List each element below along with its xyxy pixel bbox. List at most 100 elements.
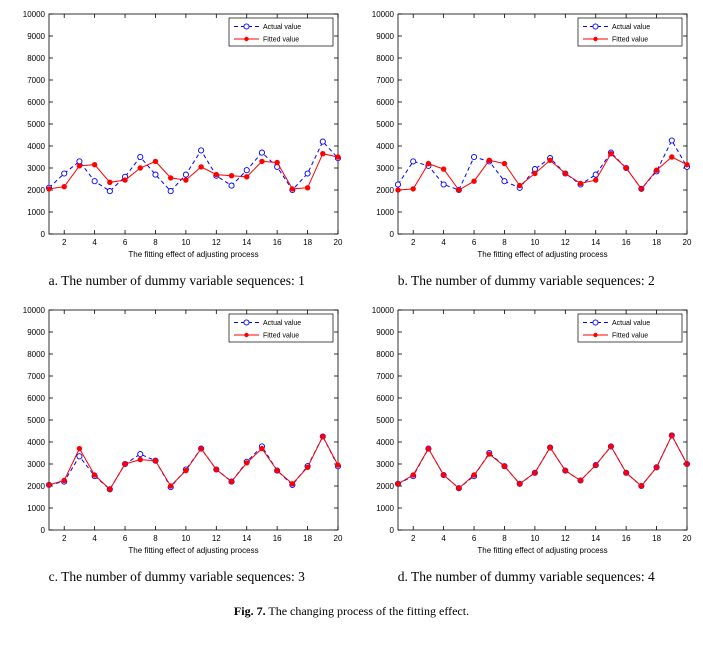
svg-text:12: 12 [561,534,570,543]
subcaption-c: c. The number of dummy variable sequence… [48,569,305,585]
svg-text:Actual value: Actual value [612,24,650,31]
svg-text:7000: 7000 [376,76,394,85]
svg-text:The fitting effect of adjustin: The fitting effect of adjusting process [478,546,608,555]
svg-text:The fitting effect of adjustin: The fitting effect of adjusting process [478,250,608,259]
svg-text:10: 10 [531,238,540,247]
svg-text:6: 6 [123,238,128,247]
svg-text:6000: 6000 [376,394,394,403]
svg-text:0: 0 [40,230,45,239]
svg-text:4000: 4000 [27,142,45,151]
svg-text:3000: 3000 [27,460,45,469]
svg-text:4: 4 [442,238,447,247]
svg-text:10000: 10000 [23,10,46,19]
figure-label: Fig. 7. [233,604,266,619]
svg-text:8000: 8000 [27,54,45,63]
svg-text:4000: 4000 [376,142,394,151]
svg-text:Actual value: Actual value [263,320,301,327]
svg-text:18: 18 [303,238,312,247]
svg-text:1000: 1000 [27,208,45,217]
svg-text:10000: 10000 [23,306,46,315]
svg-text:8000: 8000 [376,54,394,63]
svg-text:20: 20 [683,238,692,247]
svg-text:8000: 8000 [376,350,394,359]
figure-caption-text: The changing process of the fitting effe… [268,604,470,619]
svg-text:5000: 5000 [27,416,45,425]
svg-text:16: 16 [272,534,281,543]
svg-text:6: 6 [472,238,477,247]
svg-text:20: 20 [683,534,692,543]
svg-text:8: 8 [502,534,507,543]
svg-text:8: 8 [502,238,507,247]
svg-text:0: 0 [390,230,395,239]
svg-text:8000: 8000 [27,350,45,359]
svg-text:2: 2 [411,534,416,543]
svg-text:6000: 6000 [27,394,45,403]
svg-text:1000: 1000 [27,504,45,513]
svg-text:Fitted value: Fitted value [612,37,648,44]
svg-text:Fitted value: Fitted value [263,37,299,44]
svg-text:4: 4 [92,534,97,543]
svg-text:16: 16 [622,238,631,247]
svg-text:9000: 9000 [27,32,45,41]
svg-text:8: 8 [153,534,158,543]
charts-grid: 0 1000 2000 3000 4000 5000 6000 7000 8000 9000 100… [5,8,698,600]
chart-d: 0 1000 2000 3000 4000 5000 6000 7000 8000 9000 100… [372,306,692,555]
svg-text:2: 2 [62,534,67,543]
svg-text:14: 14 [242,534,251,543]
svg-text:4: 4 [92,238,97,247]
svg-text:10000: 10000 [372,10,395,19]
subcaption-d: d. The number of dummy variable sequence… [397,569,655,585]
svg-text:5000: 5000 [376,416,394,425]
svg-text:12: 12 [212,534,221,543]
svg-text:4000: 4000 [376,438,394,447]
svg-text:14: 14 [592,534,601,543]
svg-text:0: 0 [40,526,45,535]
svg-text:7000: 7000 [27,372,45,381]
svg-text:9000: 9000 [27,328,45,337]
svg-text:18: 18 [652,534,661,543]
chart-cell-a: 0 1000 2000 3000 4000 5000 6000 7000 8000 9000 100… [5,8,349,304]
svg-text:0: 0 [390,526,395,535]
svg-text:2: 2 [411,238,416,247]
svg-text:3000: 3000 [376,460,394,469]
svg-text:10000: 10000 [372,306,395,315]
svg-text:Fitted value: Fitted value [263,333,299,340]
svg-text:2000: 2000 [27,482,45,491]
svg-text:3000: 3000 [27,164,45,173]
svg-text:2000: 2000 [376,186,394,195]
svg-text:16: 16 [622,534,631,543]
svg-text:10: 10 [181,238,190,247]
svg-text:18: 18 [652,238,661,247]
svg-text:2000: 2000 [376,482,394,491]
svg-text:18: 18 [303,534,312,543]
svg-text:Actual value: Actual value [612,320,650,327]
svg-text:7000: 7000 [376,372,394,381]
svg-text:14: 14 [242,238,251,247]
svg-text:4: 4 [442,534,447,543]
svg-text:16: 16 [272,238,281,247]
chart-cell-c: 0 1000 2000 3000 4000 5000 6000 7000 8000 9000 100… [5,304,349,600]
chart-cell-d: 0 1000 2000 3000 4000 5000 6000 7000 8000 9000 100… [355,304,699,600]
svg-text:20: 20 [333,534,342,543]
chart-b: 0 1000 2000 3000 4000 5000 6000 7000 8000 9000 100… [372,10,692,259]
svg-text:6: 6 [472,534,477,543]
svg-text:9000: 9000 [376,328,394,337]
figure-caption: Fig. 7. The changing process of the fitt… [5,604,698,619]
svg-text:2: 2 [62,238,67,247]
chart-cell-b: 0 1000 2000 3000 4000 5000 6000 7000 8000 9000 100… [355,8,699,304]
svg-text:Actual value: Actual value [263,24,301,31]
svg-text:Fitted value: Fitted value [612,333,648,340]
svg-text:12: 12 [212,238,221,247]
svg-text:4000: 4000 [27,438,45,447]
subcaption-a: a. The number of dummy variable sequence… [48,273,305,288]
svg-text:2000: 2000 [27,186,45,195]
svg-text:10: 10 [181,534,190,543]
svg-text:5000: 5000 [376,120,394,129]
svg-text:3000: 3000 [376,164,394,173]
svg-text:8: 8 [153,238,158,247]
svg-text:7000: 7000 [27,76,45,85]
svg-text:20: 20 [333,238,342,247]
svg-text:12: 12 [561,238,570,247]
svg-text:1000: 1000 [376,208,394,217]
